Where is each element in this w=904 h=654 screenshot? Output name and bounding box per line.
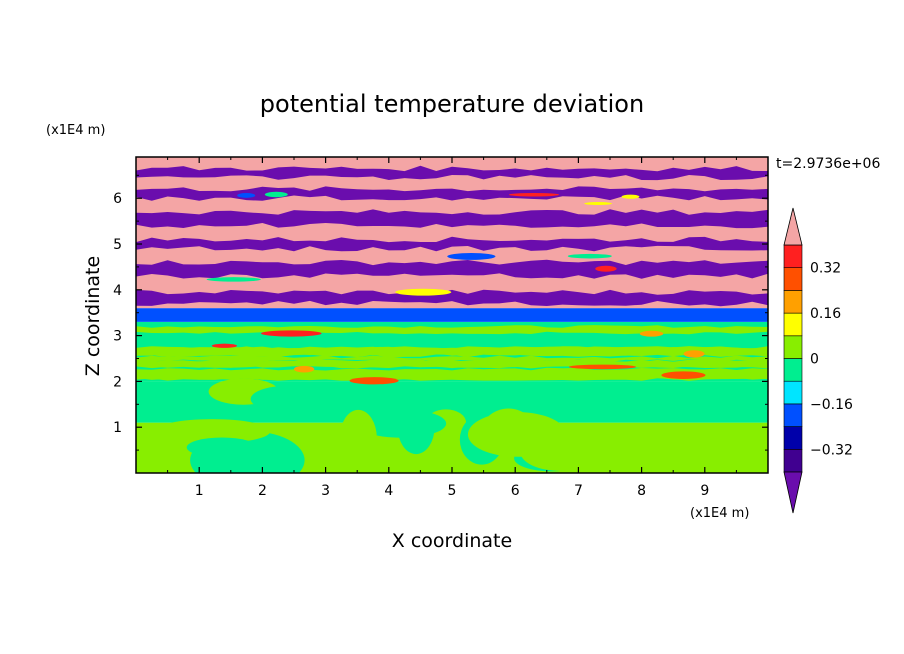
cold-stripe <box>136 209 768 229</box>
mid-streak <box>136 372 768 381</box>
warm-streak <box>661 371 706 379</box>
y-tick-label: 2 <box>113 374 122 390</box>
swirl <box>355 409 447 438</box>
stripe-edge <box>567 253 612 259</box>
x-unit-label: (x1E4 m) <box>690 506 749 521</box>
stripe-edge <box>595 265 617 272</box>
stripe-edge <box>508 192 560 197</box>
colorbar-bin <box>783 335 803 359</box>
colorbar-label: 0.32 <box>810 261 841 277</box>
x-tick-label: 8 <box>637 483 646 499</box>
colorbar-label: 0 <box>810 352 819 368</box>
cold-stripe <box>136 186 768 201</box>
stripe-edge <box>447 252 496 260</box>
contour-field <box>136 157 768 473</box>
colorbar-bin <box>783 448 803 473</box>
layer-3 <box>136 308 768 322</box>
warm-streak <box>211 343 238 348</box>
x-tick-label: 9 <box>700 483 709 499</box>
x-tick-label: 6 <box>511 483 520 499</box>
y-tick-label: 5 <box>113 237 122 253</box>
mid-streak <box>136 346 768 358</box>
chart-title: potential temperature deviation <box>260 90 644 118</box>
cold-stripe <box>136 259 768 279</box>
x-tick-label: 2 <box>258 483 267 499</box>
swirl <box>339 409 377 467</box>
colorbar-label: −0.32 <box>810 442 853 458</box>
warm-streak <box>293 365 315 373</box>
warm-streak <box>683 350 705 358</box>
x-tick-label: 1 <box>195 483 204 499</box>
warm-streak <box>568 364 637 370</box>
y-axis-label: Z coordinate <box>82 256 104 376</box>
plot-area <box>136 157 768 473</box>
y-tick-label: 6 <box>113 191 122 207</box>
colorbar-label: −0.16 <box>810 397 853 413</box>
colorbar-min-arrow <box>783 471 803 514</box>
stripe-edge <box>264 191 288 198</box>
y-tick-label: 3 <box>113 329 122 345</box>
stripe-edge <box>395 288 452 296</box>
swirl <box>154 419 271 444</box>
warm-streak <box>639 330 664 337</box>
y-unit-label: (x1E4 m) <box>46 123 105 138</box>
layer-4 <box>136 157 768 309</box>
x-tick-label: 7 <box>574 483 583 499</box>
colorbar-bin <box>783 403 803 427</box>
colorbar: 0.32 0.16 0 −0.16 −0.32 <box>783 207 853 514</box>
time-label: t=2.9736e+06 <box>776 156 880 172</box>
colorbar-bin <box>783 267 803 291</box>
y-axis: 1 2 3 4 5 6 <box>113 174 768 451</box>
stripe-edge <box>621 194 640 199</box>
stripe-edge <box>237 193 256 198</box>
mid-streak <box>136 355 768 362</box>
warm-streak <box>261 330 322 337</box>
y-tick-label: 4 <box>113 283 122 299</box>
cold-stripe <box>136 289 768 307</box>
mid-streak <box>136 367 768 377</box>
x-axis: 1 2 3 4 5 6 7 8 9 <box>167 157 737 499</box>
cold-stripe <box>136 236 768 252</box>
colorbar-bin <box>783 244 803 269</box>
x-tick-label: 3 <box>321 483 330 499</box>
colorbar-bin <box>783 358 803 382</box>
swirl <box>467 412 567 457</box>
x-tick-label: 5 <box>448 483 457 499</box>
colorbar-bin <box>783 312 803 337</box>
x-axis-label: X coordinate <box>392 530 512 552</box>
colorbar-bin <box>783 290 803 314</box>
x-tick-label: 4 <box>384 483 393 499</box>
colorbar-bin <box>783 426 803 450</box>
stripe-edge <box>206 277 261 282</box>
colorbar-max-arrow <box>783 207 803 246</box>
swirl <box>250 385 324 413</box>
colorbar-bin <box>783 380 803 405</box>
y-tick-label: 1 <box>113 420 122 436</box>
warm-streak <box>349 377 399 385</box>
stripe-edge <box>584 202 613 206</box>
cold-stripe <box>136 165 768 181</box>
swirl <box>186 437 258 458</box>
colorbar-label: 0.16 <box>810 306 841 322</box>
